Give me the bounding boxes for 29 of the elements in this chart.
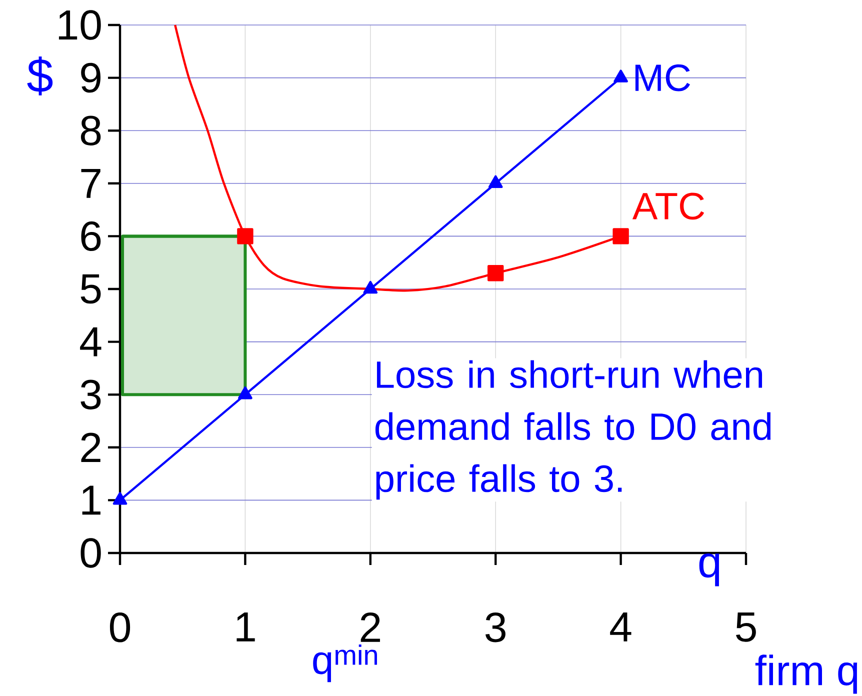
point — [614, 70, 628, 82]
point — [238, 386, 252, 400]
point — [363, 280, 378, 294]
text: q — [699, 553, 720, 586]
y-tick-label: 0 — [80, 538, 101, 568]
series-label: ATC — [632, 192, 704, 220]
x-tick-label: 2 — [360, 612, 380, 642]
y-tick-label: 10 — [58, 10, 101, 40]
x-tick-label: 4 — [610, 612, 632, 642]
text: q$^{min}$ — [313, 644, 377, 682]
y-tick-label: 1 — [82, 486, 100, 515]
y-tick-label: 4 — [80, 327, 102, 356]
x-axis-title: firm q — [755, 654, 858, 694]
y-axis-title: $ — [27, 56, 53, 96]
annotation: Loss in short-run when demand falls to D0 and price falls to 3. — [375, 360, 771, 500]
y-tick-label: 7 — [81, 168, 100, 198]
x-tick-label: 0 — [110, 612, 130, 642]
series-label: MC — [635, 64, 690, 92]
y-tick-label: 8 — [80, 116, 101, 146]
point — [112, 492, 128, 505]
x-tick-label: 5 — [736, 612, 756, 642]
x-tick-label: 1 — [236, 612, 255, 642]
y-tick-label: 6 — [81, 221, 101, 252]
x-tick-label: 3 — [486, 612, 506, 642]
y-tick-label: 2 — [81, 432, 100, 462]
y-tick-label: 9 — [81, 62, 100, 93]
point — [488, 175, 503, 188]
y-tick-label: 5 — [80, 274, 101, 304]
y-tick-label: 3 — [80, 380, 101, 410]
